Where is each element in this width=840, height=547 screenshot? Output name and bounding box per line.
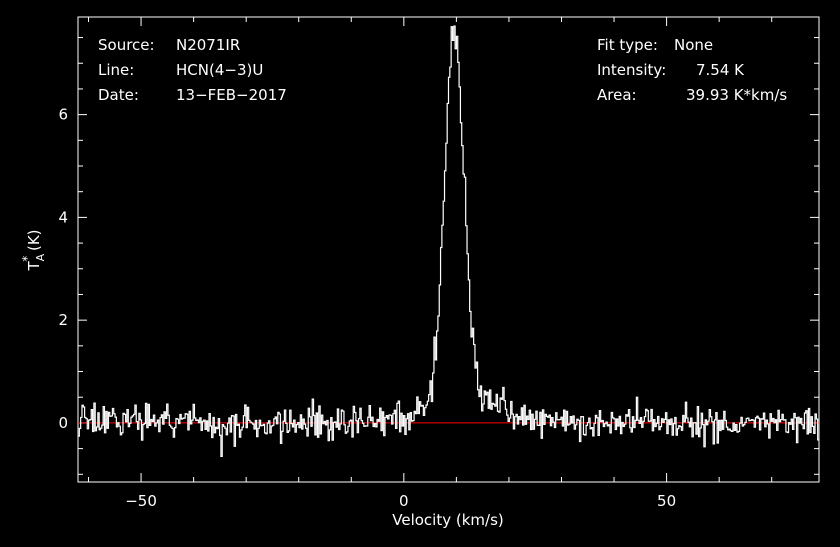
- y-axis-label-sup: *: [20, 256, 34, 262]
- area-label: Area:: [597, 86, 637, 104]
- y-axis-label-main: T: [25, 261, 43, 272]
- header-left: Source: N2071IR Line: HCN(4−3)U Date: 13…: [98, 36, 287, 104]
- area-value: 39.93 K*km/s: [686, 86, 787, 104]
- y-axis-label: TA* (K): [20, 229, 47, 271]
- line-label: Line:: [98, 61, 134, 79]
- x-axis-label: Velocity (km/s): [392, 511, 503, 529]
- date-label: Date:: [98, 86, 139, 104]
- axis-tick-labels: −50 0 50 0 2 4 6: [58, 106, 676, 510]
- axis-ticks: [78, 17, 819, 482]
- x-tick-label: 50: [657, 492, 676, 510]
- x-tick-label: −50: [125, 492, 157, 510]
- y-tick-label: 4: [58, 208, 68, 226]
- y-tick-label: 2: [58, 311, 68, 329]
- header-right: Fit type: None Intensity: 7.54 K Area: 3…: [597, 36, 787, 104]
- y-axis-label-sub: A: [34, 253, 47, 261]
- y-tick-label: 0: [58, 414, 68, 432]
- plot-frame: [77, 16, 820, 483]
- y-tick-label: 6: [58, 106, 68, 124]
- fit-type-label: Fit type:: [597, 36, 658, 54]
- intensity-value: 7.54 K: [696, 61, 745, 79]
- line-value: HCN(4−3)U: [176, 61, 263, 79]
- source-value: N2071IR: [176, 36, 240, 54]
- date-value: 13−FEB−2017: [176, 86, 287, 104]
- spectrum-line: [78, 25, 819, 457]
- y-axis-label-unit: (K): [25, 229, 43, 255]
- fit-type-value: None: [674, 36, 713, 54]
- source-label: Source:: [98, 36, 155, 54]
- x-tick-label: 0: [399, 492, 409, 510]
- intensity-label: Intensity:: [597, 61, 666, 79]
